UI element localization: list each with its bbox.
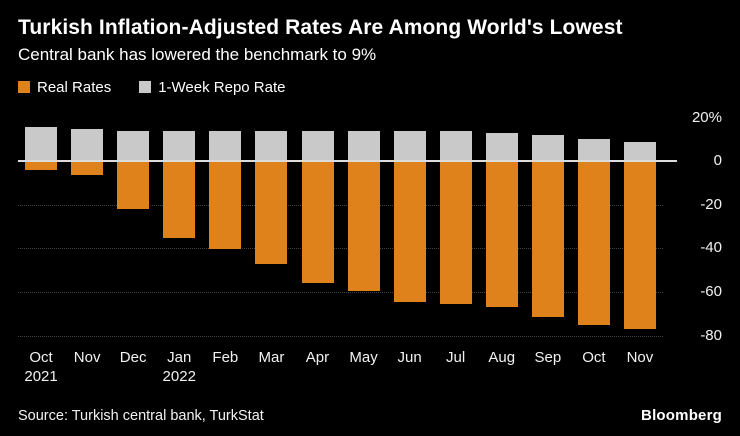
- plot-area: [18, 107, 677, 342]
- x-tick-line: Nov: [73, 349, 101, 366]
- legend-item-1-week-repo-rate: 1-Week Repo Rate: [139, 78, 286, 96]
- y-tick-label: -20: [700, 195, 722, 213]
- gridline--80: [18, 335, 663, 337]
- x-tick-label: Jun: [387, 348, 433, 367]
- gridline--60: [18, 292, 663, 293]
- legend-label: Real Rates: [37, 78, 112, 96]
- bar-real-rates: [117, 161, 150, 210]
- bar-1-week-repo-rate: [624, 141, 656, 162]
- bar-1-week-repo-rate: [71, 128, 104, 162]
- x-tick-line: Nov: [626, 349, 654, 366]
- bar-1-week-repo-rate: [393, 130, 426, 162]
- x-tick-label: Sep: [525, 348, 571, 367]
- x-tick-line: Sep: [534, 349, 562, 366]
- bar-1-week-repo-rate: [25, 126, 57, 162]
- y-tick-label: -80: [700, 326, 722, 344]
- legend-label: 1-Week Repo Rate: [158, 78, 286, 96]
- legend-swatch-icon: [139, 81, 152, 93]
- bar-real-rates: [209, 161, 242, 250]
- bar-1-week-repo-rate: [577, 138, 610, 162]
- bar-real-rates: [393, 161, 426, 302]
- x-tick-line: May: [349, 349, 378, 366]
- x-tick-label: Apr: [294, 348, 340, 367]
- chart-subtitle: Central bank has lowered the benchmark t…: [18, 45, 377, 64]
- x-tick-line: 2021: [24, 368, 58, 385]
- x-tick-line: Feb: [212, 349, 239, 366]
- bar-1-week-repo-rate: [301, 130, 334, 162]
- bar-1-week-repo-rate: [347, 130, 380, 162]
- x-tick-line: Oct: [29, 349, 53, 366]
- bar-1-week-repo-rate: [485, 133, 518, 162]
- x-tick-line: Jan: [167, 349, 192, 366]
- x-tick-line: 2022: [162, 368, 196, 385]
- x-tick-label: Nov: [64, 348, 110, 367]
- x-tick-label: Feb: [202, 348, 248, 367]
- x-tick-line: Oct: [582, 349, 606, 366]
- y-tick-label: 0: [713, 152, 722, 170]
- bar-1-week-repo-rate: [163, 130, 196, 162]
- x-tick-label: Mar: [248, 348, 294, 367]
- bar-real-rates: [624, 161, 656, 329]
- bar-real-rates: [301, 161, 334, 284]
- y-tick-label: -40: [700, 239, 722, 257]
- x-tick-line: Jun: [397, 349, 422, 366]
- legend: Real Rates 1-Week Repo Rate: [18, 78, 722, 96]
- bloomberg-logo: Bloomberg: [641, 407, 722, 424]
- bar-real-rates: [71, 161, 104, 176]
- chart-title: Turkish Inflation-Adjusted Rates Are Amo…: [18, 16, 623, 39]
- gridline--20: [18, 204, 663, 206]
- bar-real-rates: [347, 161, 380, 291]
- x-tick-label: Oct: [571, 348, 617, 367]
- x-tick-label: Oct 2021: [18, 348, 64, 386]
- chart-footer: Source: Turkish central bank, TurkStat B…: [18, 407, 722, 424]
- x-tick-line: Aug: [488, 349, 516, 366]
- x-tick-label: Aug: [479, 348, 525, 367]
- bar-1-week-repo-rate: [531, 135, 564, 162]
- bar-1-week-repo-rate: [255, 130, 288, 162]
- chart-header: Turkish Inflation-Adjusted Rates Are Amo…: [18, 15, 722, 66]
- x-tick-label: Jan 2022: [156, 348, 202, 386]
- y-tick-label: 20%: [691, 108, 722, 126]
- bar-real-rates: [485, 161, 518, 308]
- y-tick-label: -60: [700, 283, 722, 300]
- bar-real-rates: [163, 161, 196, 238]
- x-tick-line: Apr: [305, 349, 330, 366]
- x-tick-label: Jul: [433, 348, 479, 367]
- source-note: Source: Turkish central bank, TurkStat: [18, 408, 264, 424]
- x-tick-line: Jul: [446, 349, 466, 366]
- x-tick-label: May: [341, 348, 387, 367]
- bar-1-week-repo-rate: [117, 130, 150, 162]
- x-axis: Oct 2021 Nov Dec Jan 2022 Feb Mar Apr May Jun Jul Au…: [18, 348, 663, 392]
- gridline--40: [18, 248, 663, 250]
- zero-line: [18, 160, 677, 163]
- bar-real-rates: [255, 161, 288, 264]
- bar-real-rates: [577, 161, 610, 325]
- chart-area: 20% 0 -20 -40 -60 -80: [18, 107, 722, 344]
- x-tick-label: Dec: [110, 348, 156, 367]
- bar-real-rates: [531, 161, 564, 317]
- bar-real-rates: [439, 161, 472, 304]
- bar-1-week-repo-rate: [209, 130, 242, 162]
- bar-real-rates: [25, 161, 57, 171]
- legend-item-real-rates: Real Rates: [18, 79, 111, 96]
- x-tick-line: Mar: [258, 349, 285, 366]
- bar-1-week-repo-rate: [439, 130, 472, 162]
- x-tick-line: Dec: [119, 349, 147, 366]
- x-tick-label: Nov: [617, 348, 663, 367]
- legend-swatch-icon: [18, 81, 30, 93]
